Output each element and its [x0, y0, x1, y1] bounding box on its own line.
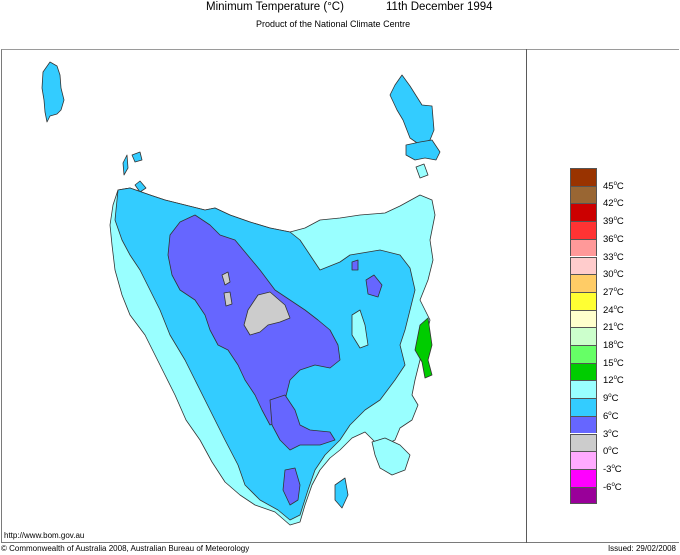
legend-label: 27oC: [603, 286, 624, 298]
zone-below-3-north: [221, 271, 231, 286]
chart-date: 11th December 1994: [386, 1, 493, 13]
legend-label: 36oC: [603, 233, 624, 245]
zone-9-12-east-inland: [351, 309, 369, 349]
legend-swatch: [570, 380, 597, 399]
tasmania-temperature-map: [41, 61, 441, 526]
legend-label: 33oC: [603, 251, 624, 263]
issued-date: Issued: 29/02/2008: [607, 544, 676, 553]
legend-label: 30oC: [603, 269, 624, 281]
cape-barren-island: [405, 139, 441, 161]
zone-3-6-southern-patch: [282, 467, 301, 506]
legend-swatch: [570, 274, 597, 292]
zone-3-6-east: [365, 274, 383, 298]
king-island: [41, 61, 65, 123]
source-url[interactable]: http://www.bom.gov.au: [4, 531, 85, 540]
legend-swatch: [570, 398, 597, 416]
legend-label: 18oC: [603, 340, 624, 351]
flinders-island: [389, 74, 435, 146]
legend-swatch: [570, 256, 597, 275]
legend-swatch: [570, 433, 597, 452]
legend-label: 21oC: [603, 322, 624, 334]
legend-label: 42oC: [603, 198, 624, 210]
legend-swatch: [570, 291, 597, 310]
legend-swatch: [570, 451, 597, 469]
copyright-notice: © Commonwealth of Australia 2008, Austra…: [1, 544, 250, 553]
bruny-island: [334, 477, 349, 509]
legend-label: 3oC: [603, 428, 619, 440]
chart-title-bar: Minimum Temperature (°C) 11th December 1…: [0, 0, 680, 18]
robbins-island: [134, 180, 147, 193]
map-frame: [1, 49, 679, 543]
legend-swatch: [570, 168, 597, 186]
three-hummock-island: [131, 151, 143, 163]
zone-12-15: [414, 317, 433, 379]
legend-label: -3oC: [603, 463, 622, 475]
legend-label: 24oC: [603, 304, 624, 316]
legend-swatch: [570, 309, 597, 328]
legend-divider: [526, 49, 527, 543]
legend-swatch: [570, 415, 597, 434]
chart-subtitle: Product of the National Climate Centre: [256, 19, 411, 29]
legend-swatch: [570, 362, 597, 381]
legend-label: 15oC: [603, 357, 624, 369]
zone-3-6-east-small: [351, 259, 359, 271]
chart-title: Minimum Temperature (°C): [206, 1, 344, 13]
zone-3-6-south: [269, 394, 336, 451]
legend-swatch: [570, 221, 597, 239]
legend-label: -6oC: [603, 481, 622, 493]
legend-swatch: [570, 468, 597, 487]
legend-swatch: [570, 486, 597, 505]
legend-label: 6oC: [603, 410, 619, 422]
zone-below-3-small: [223, 291, 233, 307]
zone-below-3-main: [243, 291, 291, 336]
clarke-island: [415, 163, 429, 179]
legend-label: 45oC: [603, 180, 624, 192]
tasman-peninsula: [371, 437, 411, 476]
legend-swatch: [570, 203, 597, 222]
legend-swatch: [570, 238, 597, 257]
hunter-island: [122, 154, 129, 176]
legend-swatch: [570, 327, 597, 345]
legend-swatch: [570, 345, 597, 363]
legend-label: 0oC: [603, 446, 619, 458]
legend-swatch: [570, 185, 597, 204]
legend-label: 9oC: [603, 393, 619, 405]
legend-label: 39oC: [603, 216, 624, 228]
legend-label: 12oC: [603, 375, 624, 387]
